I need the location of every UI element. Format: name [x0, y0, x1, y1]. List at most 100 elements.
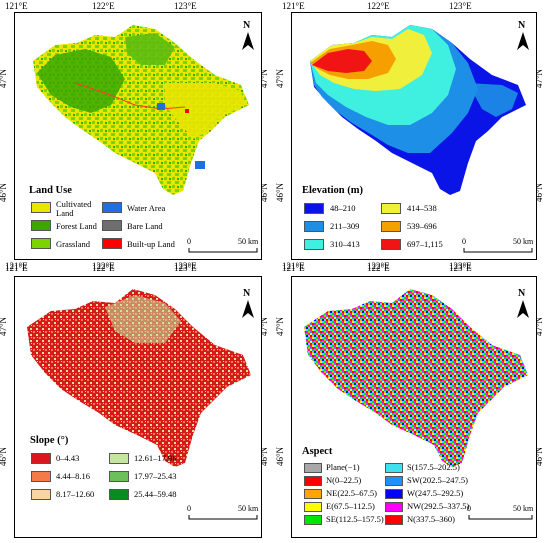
north-label: N	[518, 288, 526, 299]
north-label: N	[518, 20, 526, 31]
legend-swatch-s	[385, 463, 403, 473]
legend-label-forest: Forest Land	[56, 221, 97, 231]
legend-label-n2: N(337.5–360)	[407, 514, 455, 524]
legend-swatch-n2	[385, 515, 403, 525]
legend-swatch-48-210	[304, 203, 324, 214]
legend-label-4-8: 4.44–8.16	[56, 471, 90, 481]
north-arrow-icon: N	[515, 20, 531, 52]
legend-label-12-17: 12.61–17.96	[134, 453, 177, 463]
legend-label-water: Water Area	[127, 203, 166, 213]
north-label: N	[243, 288, 251, 299]
elevation-map	[310, 25, 526, 195]
forest-zone	[37, 49, 125, 113]
slope-map-frame	[14, 276, 262, 538]
elevation-mid-band	[468, 83, 518, 117]
legend-label-bare: Bare Land	[127, 221, 163, 231]
top-tick-121: 121°E	[5, 263, 28, 273]
scale-bar	[188, 248, 258, 253]
legend-swatch-8-12	[31, 489, 51, 500]
legend-swatch-25-59	[109, 489, 129, 500]
legend-label-grassland: Grassland	[56, 239, 90, 249]
legend-swatch-nw	[385, 502, 403, 512]
legend-label-211-309: 211–309	[330, 221, 360, 231]
bottom-tick-123: 123°E	[174, 261, 197, 271]
legend-swatch-e	[304, 502, 322, 512]
top-tick-123: 123°E	[449, 1, 472, 11]
slope-region	[27, 289, 251, 467]
legend-swatch-forest	[31, 220, 51, 231]
legend-label-cultivated: Cultivated Land	[56, 199, 92, 218]
legend-swatch-w	[385, 489, 403, 499]
legend-swatch-grassland	[31, 238, 51, 249]
legend-swatch-697-1115	[381, 239, 401, 250]
water-area-patch	[157, 103, 165, 110]
legend-swatch-12-17	[109, 453, 129, 464]
legend-swatch-17-25	[109, 471, 129, 482]
top-tick-122: 122°E	[367, 263, 390, 273]
legend-label-697-1115: 697–1,115	[407, 239, 443, 249]
legend-swatch-ne	[304, 489, 322, 499]
scale-max: 50 km	[513, 504, 534, 513]
north-arrow-icon: N	[240, 288, 256, 320]
legend-swatch-414-538	[381, 203, 401, 214]
legend-label-414-538: 414–538	[407, 203, 437, 213]
legend-label-s: S(157.5–202.5)	[407, 462, 460, 472]
aspect-map	[304, 289, 528, 467]
top-tick-123: 123°E	[449, 263, 472, 273]
elevation-map-frame	[291, 12, 537, 260]
elevation-697-1115	[312, 49, 372, 73]
aspect-title: Aspect	[302, 446, 333, 457]
legend-label-plane: Plane(−1)	[326, 462, 360, 472]
legend-swatch-built-up	[102, 238, 122, 249]
top-tick-121: 121°E	[282, 1, 305, 11]
legend-swatch-n	[304, 476, 322, 486]
north-label: N	[243, 20, 251, 31]
water-area-patch-south	[195, 161, 205, 169]
aspect-region	[304, 289, 528, 467]
cultivated-zone	[165, 83, 245, 139]
scale-zero: 0	[187, 504, 191, 513]
slope-title: Slope (°)	[30, 435, 69, 446]
legend-label-ne: NE(22.5–67.5)	[326, 488, 377, 498]
scale-bar	[463, 248, 533, 253]
legend-swatch-bare	[102, 220, 122, 231]
slope-green-zone	[105, 295, 181, 343]
north-arrow-icon: N	[515, 288, 531, 320]
legend-label-nw: NW(292.5–337.5)	[407, 501, 470, 511]
built-up-patch	[185, 109, 189, 113]
scale-zero: 0	[462, 237, 466, 246]
land-use-map	[33, 25, 249, 195]
top-tick-121: 121°E	[5, 1, 28, 11]
legend-label-0-4: 0–4.43	[56, 453, 80, 463]
bottom-tick-123: 123°E	[449, 261, 472, 271]
north-arrow-icon: N	[240, 20, 256, 52]
scale-bar	[188, 515, 258, 520]
legend-swatch-211-309	[304, 221, 324, 232]
legend-label-e: E(67.5–112.5)	[326, 501, 375, 511]
top-tick-122: 122°E	[92, 263, 115, 273]
land-use-map-frame	[14, 12, 262, 260]
legend-swatch-sw	[385, 476, 403, 486]
top-tick-121: 121°E	[282, 263, 305, 273]
aspect-panel: 121°E 122°E 123°E 47°N 46°N 47°N 46°N	[275, 264, 550, 543]
legend-label-w: W(247.5–292.5)	[407, 488, 464, 498]
land-use-panel: 121°E 122°E 123°E 121°E 122°E 123°E 47°N…	[0, 0, 275, 272]
scale-zero: 0	[187, 237, 191, 246]
slope-map	[27, 289, 251, 467]
top-tick-122: 122°E	[367, 1, 390, 11]
top-tick-122: 122°E	[92, 1, 115, 11]
scale-bar	[468, 515, 533, 520]
legend-swatch-539-696	[381, 221, 401, 232]
legend-label-n: N(0–22.5)	[326, 475, 362, 485]
river-line	[74, 82, 186, 110]
slope-panel: 121°E 122°E 123°E 47°N 46°N 47°N 46°N Sl…	[0, 264, 275, 543]
scale-max: 50 km	[238, 504, 259, 513]
legend-label-310-413: 310–413	[330, 239, 360, 249]
legend-label-25-59: 25.44–59.48	[134, 489, 177, 499]
legend-swatch-310-413	[304, 239, 324, 250]
top-tick-123: 123°E	[174, 263, 197, 273]
legend-label-8-12: 8.17–12.60	[56, 489, 95, 499]
legend-swatch-se	[304, 515, 322, 525]
legend-label-sw: SW(202.5–247.5)	[407, 475, 468, 485]
legend-swatch-water	[102, 202, 122, 213]
